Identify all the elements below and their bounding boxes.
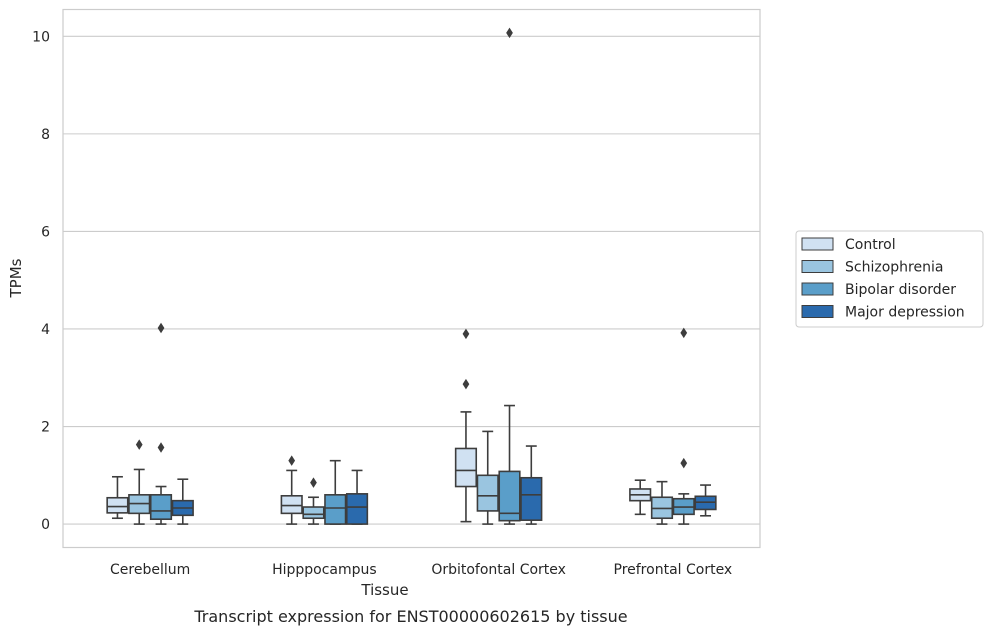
box-layer xyxy=(106,27,717,525)
box-iqr xyxy=(302,506,325,520)
outlier-point xyxy=(506,27,513,39)
legend-label: Major depression xyxy=(845,305,965,321)
box-plot-item xyxy=(672,327,695,525)
box-plot-item xyxy=(498,27,521,525)
legend-swatch xyxy=(801,260,834,273)
box-iqr xyxy=(454,447,478,488)
box-plot-item xyxy=(302,477,325,525)
legend-label: Control xyxy=(845,237,896,253)
y-tick-label: 8 xyxy=(41,127,50,143)
outlier-point xyxy=(462,378,470,390)
outlier-point xyxy=(462,328,470,340)
box-iqr xyxy=(498,470,521,522)
box-plot-item xyxy=(629,479,652,516)
box-plot-item xyxy=(171,478,194,525)
box-plot-item xyxy=(650,480,674,525)
box-iqr xyxy=(324,494,347,525)
box-plot-item xyxy=(345,469,369,525)
outlier-point xyxy=(310,477,317,488)
y-axis-label: TPMs xyxy=(7,258,25,298)
x-tick-label: Cerebellum xyxy=(110,562,190,578)
y-tick-label: 4 xyxy=(41,322,50,338)
x-axis-label: Tissue xyxy=(360,581,408,599)
legend-item: Control xyxy=(801,237,896,253)
y-tick-label: 0 xyxy=(41,517,50,533)
legend-frame xyxy=(795,230,984,328)
box-plot-item xyxy=(694,484,717,517)
box-iqr xyxy=(106,496,129,514)
box-plot-item xyxy=(128,439,151,525)
y-tick-label: 10 xyxy=(32,29,50,45)
box-iqr xyxy=(476,474,499,512)
legend-item: Bipolar disorder xyxy=(801,282,956,298)
x-tick-label: Orbitofontal Cortex xyxy=(431,562,566,578)
y-tick-label: 6 xyxy=(41,224,50,240)
legend-swatch xyxy=(801,305,834,318)
legend-label: Schizophrenia xyxy=(845,260,943,276)
box-iqr xyxy=(149,494,173,521)
box-iqr xyxy=(280,494,303,515)
plot-frame xyxy=(62,8,761,549)
y-tick-label: 2 xyxy=(41,420,50,436)
legend-swatch xyxy=(801,237,834,251)
legend-item: Major depression xyxy=(801,305,965,321)
box-plot-item xyxy=(106,475,129,520)
legend-swatch xyxy=(801,282,834,296)
chart-caption: Transcript expression for ENST0000060261… xyxy=(193,607,627,626)
box-plot-item xyxy=(149,322,173,525)
x-tick-label: Prefrontal Cortex xyxy=(614,562,733,578)
box-plot-item xyxy=(476,430,499,525)
outlier-point xyxy=(135,439,143,450)
outlier-point xyxy=(680,327,688,339)
outlier-point xyxy=(680,457,688,469)
box-plot-item xyxy=(280,455,303,525)
outlier-point xyxy=(157,322,165,334)
y-tick-labels: 0 2 4 6 8 10 xyxy=(32,29,50,533)
box-iqr xyxy=(520,476,543,521)
box-plot-item xyxy=(324,459,347,525)
x-tick-label: Hipppocampus xyxy=(272,562,377,578)
outlier-point xyxy=(157,442,165,453)
outlier-point xyxy=(288,455,296,466)
grid-lines xyxy=(63,35,760,525)
box-plot-item xyxy=(454,328,478,523)
legend-label: Bipolar disorder xyxy=(845,282,956,298)
box-iqr xyxy=(345,493,369,525)
box-plot-item xyxy=(520,445,543,525)
legend-item: Schizophrenia xyxy=(801,260,943,276)
x-tick-labels: Cerebellum Hipppocampus Orbitofontal Corte… xyxy=(110,562,732,578)
legend: Control Schizophrenia Bipolar disorder Majo… xyxy=(795,230,984,328)
